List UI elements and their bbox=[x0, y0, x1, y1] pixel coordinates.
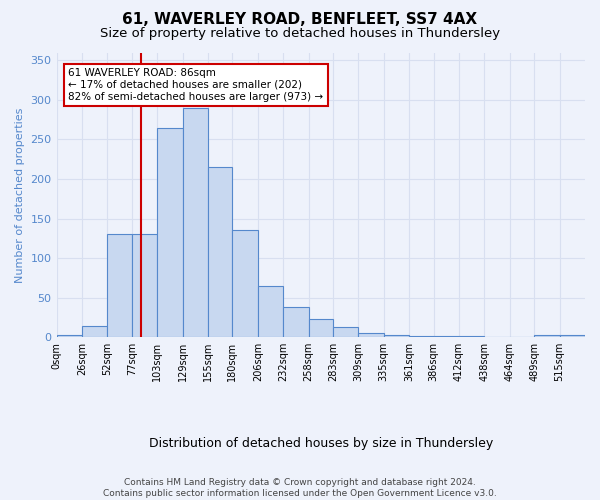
Text: Contains HM Land Registry data © Crown copyright and database right 2024.
Contai: Contains HM Land Registry data © Crown c… bbox=[103, 478, 497, 498]
Bar bbox=[308, 319, 333, 337]
Bar bbox=[333, 327, 358, 337]
Y-axis label: Number of detached properties: Number of detached properties bbox=[15, 107, 25, 282]
Bar bbox=[459, 336, 484, 337]
Bar bbox=[358, 334, 384, 337]
X-axis label: Distribution of detached houses by size in Thundersley: Distribution of detached houses by size … bbox=[149, 437, 493, 450]
Text: 61, WAVERLEY ROAD, BENFLEET, SS7 4AX: 61, WAVERLEY ROAD, BENFLEET, SS7 4AX bbox=[122, 12, 478, 28]
Text: 61 WAVERLEY ROAD: 86sqm
← 17% of detached houses are smaller (202)
82% of semi-d: 61 WAVERLEY ROAD: 86sqm ← 17% of detache… bbox=[68, 68, 323, 102]
Bar bbox=[232, 230, 258, 337]
Bar bbox=[157, 128, 182, 337]
Bar bbox=[384, 335, 409, 337]
Bar bbox=[107, 234, 132, 337]
Bar bbox=[409, 336, 434, 337]
Bar bbox=[560, 335, 585, 337]
Bar bbox=[208, 167, 232, 337]
Bar bbox=[182, 108, 208, 337]
Bar bbox=[258, 286, 283, 337]
Text: Size of property relative to detached houses in Thundersley: Size of property relative to detached ho… bbox=[100, 28, 500, 40]
Bar bbox=[82, 326, 107, 337]
Bar bbox=[534, 335, 560, 337]
Bar bbox=[283, 307, 308, 337]
Bar bbox=[132, 234, 157, 337]
Bar bbox=[56, 335, 82, 337]
Bar bbox=[434, 336, 459, 337]
